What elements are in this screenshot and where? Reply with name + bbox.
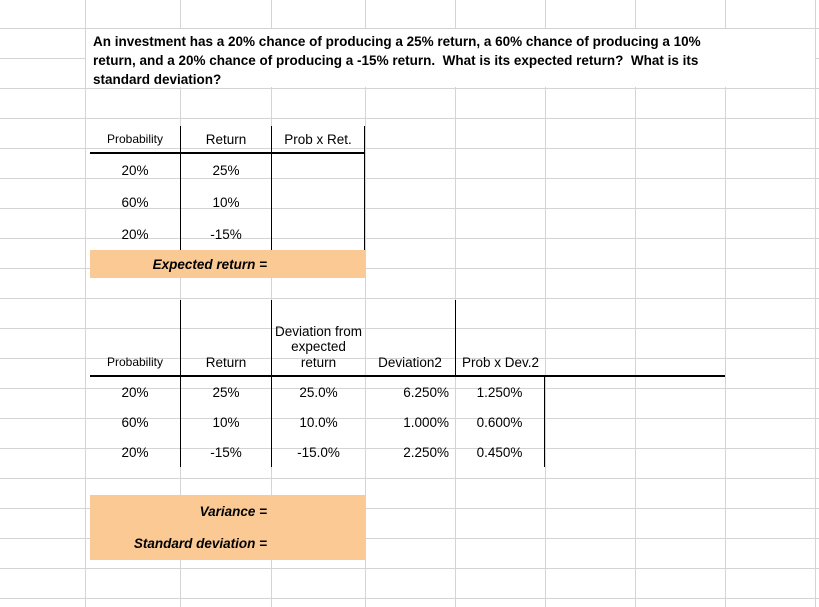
problem-line-3: standard deviation? <box>93 72 222 87</box>
table2-prob-x-dev-squared-cell[interactable]: 0.600% <box>455 407 545 437</box>
deviation-table-header: Probability Return Deviation from expect… <box>90 300 545 375</box>
table2-return-cell[interactable]: 25% <box>180 377 271 407</box>
table2-deviation-squared-cell[interactable]: 2.250% <box>403 444 449 460</box>
stdev-label: Standard deviation = <box>133 536 267 552</box>
table1-probability-cell[interactable]: 20% <box>121 162 149 178</box>
table2-deviation-squared-cell[interactable]: 6.250% <box>403 384 449 400</box>
problem-line-2: return, and a 20% chance of producing a … <box>93 53 699 68</box>
table1-return-cell[interactable]: 10% <box>180 186 271 218</box>
table2-return-cell[interactable]: 10% <box>180 407 271 437</box>
table2-deviation-cell[interactable]: -15.0% <box>271 437 365 467</box>
table1-prob-x-ret-cell[interactable] <box>271 218 365 250</box>
variance-stdev-block: Variance = Standard deviation = <box>90 495 365 560</box>
table1-prob-x-ret-cell[interactable] <box>271 186 365 218</box>
table1-header-return: Return <box>180 126 271 154</box>
table2-header-underline <box>90 375 725 377</box>
table2-header-deviation-from-expected: Deviation from expected return <box>271 300 365 375</box>
table2-probability-cell[interactable]: 20% <box>121 384 149 400</box>
table2-prob-x-dev-squared-cell[interactable]: 1.250% <box>455 377 545 407</box>
expected-return-table: Probability Return Prob x Ret. 20% 25% 6… <box>90 126 365 250</box>
table2-header-deviation-squared: Deviation2 <box>378 354 442 370</box>
expected-return-row: Expected return = <box>90 250 365 278</box>
variance-value-cell[interactable] <box>271 496 365 526</box>
table2-deviation-cell[interactable]: 10.0% <box>271 407 365 437</box>
table1-probability-cell[interactable]: 20% <box>121 226 149 242</box>
stdev-value-cell[interactable] <box>271 529 365 559</box>
table2-header-return: Return <box>180 300 271 375</box>
table2-deviation-squared-cell[interactable]: 1.000% <box>403 414 449 430</box>
expected-return-label: Expected return = <box>152 256 267 272</box>
table2-deviation-cell[interactable]: 25.0% <box>271 377 365 407</box>
table1-header-probability: Probability <box>90 126 180 154</box>
table2-prob-x-dev-squared-cell[interactable]: 0.450% <box>455 437 545 467</box>
table2-return-cell[interactable]: -15% <box>180 437 271 467</box>
variance-row: Variance = <box>90 496 365 526</box>
problem-statement: An investment has a 20% chance of produc… <box>86 29 815 87</box>
table1-header-prob-x-ret: Prob x Ret. <box>271 126 365 154</box>
table2-probability-cell[interactable]: 60% <box>121 414 149 430</box>
stdev-row: Standard deviation = <box>90 529 365 559</box>
table2-header-prob-x-dev-squared: Prob x Dev.2 <box>455 300 545 375</box>
table1-return-cell[interactable]: 25% <box>180 154 271 186</box>
table1-prob-x-ret-cell[interactable] <box>271 154 365 186</box>
deviation-table-data: 20% 25% 25.0% 6.250% 1.250% 60% 10% 10.0… <box>90 377 545 467</box>
table2-probability-cell[interactable]: 20% <box>121 444 149 460</box>
problem-line-1: An investment has a 20% chance of produc… <box>93 34 701 49</box>
expected-return-value-cell[interactable] <box>271 250 365 278</box>
table2-header-probability: Probability <box>106 354 164 369</box>
table1-return-cell[interactable]: -15% <box>180 218 271 250</box>
table1-probability-cell[interactable]: 60% <box>121 194 149 210</box>
variance-label: Variance = <box>199 503 267 519</box>
